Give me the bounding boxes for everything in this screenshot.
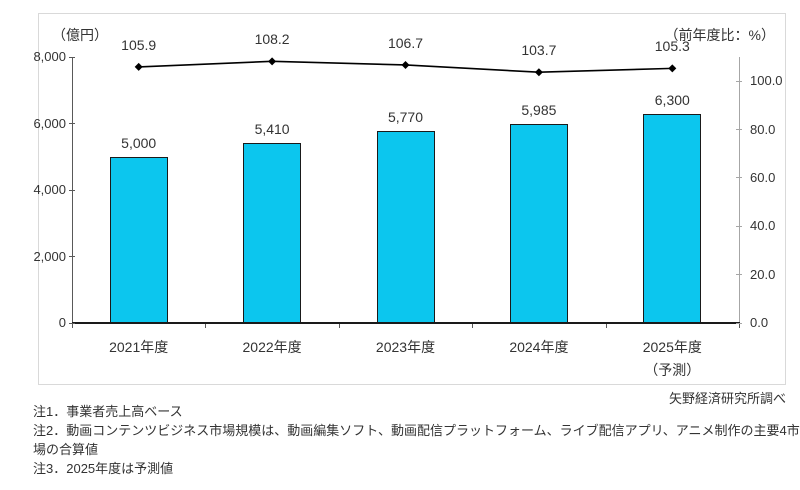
left-axis-tick: [69, 189, 75, 191]
source-credit: 矢野経済研究所調べ: [668, 391, 786, 406]
x-axis-category-label: 2022年度: [242, 339, 302, 355]
right-axis-tick: [736, 177, 742, 179]
bar: [509, 123, 568, 323]
bar: [376, 131, 435, 323]
footnotes: 注1．事業者売上高ベース注2．動画コンテンツビジネス市場規模は、動画編集ソフト、…: [33, 402, 800, 478]
bar-value-label: 5,770: [387, 109, 424, 126]
right-axis-tick: [736, 322, 742, 324]
right-axis-tick: [736, 80, 742, 82]
x-axis-tick: [739, 324, 740, 328]
right-axis-tick: [736, 129, 742, 131]
line-value-label: 103.7: [521, 42, 557, 59]
line-value-label: 108.2: [254, 31, 290, 48]
line-value-label: 105.9: [121, 36, 157, 53]
line-value-label: 105.3: [654, 38, 690, 55]
x-axis-category-label: 2023年度: [375, 339, 436, 355]
x-axis-category-sublabel: （予測）: [644, 362, 701, 378]
note-line: 注2．動画コンテンツビジネス市場規模は、動画編集ソフト、動画配信プラットフォーム…: [33, 423, 800, 457]
left-axis-tick: [69, 56, 75, 58]
left-axis-tick: [69, 322, 75, 324]
right-axis-tick-label: 0.0: [750, 315, 769, 330]
x-axis-tick: [205, 324, 207, 328]
left-axis-unit-label: （億円）: [52, 27, 108, 43]
x-axis-tick: [338, 324, 340, 328]
left-axis-tick-label: 8,000: [33, 49, 66, 64]
note-line: 注1．事業者売上高ベース: [33, 404, 183, 419]
x-axis-tick: [72, 324, 73, 328]
right-value-axis-line: [739, 57, 740, 323]
right-axis-unit-label: （前年度比：%）: [664, 27, 775, 43]
x-axis-tick: [472, 324, 474, 328]
right-axis-tick-label: 20.0: [750, 266, 776, 282]
bar-value-label: 5,410: [254, 121, 290, 138]
line-value-label: 106.7: [387, 34, 424, 51]
x-axis-category-label: 2025年度: [642, 339, 702, 355]
bar-value-label: 5,985: [521, 101, 557, 118]
left-axis-tick-label: 2,000: [33, 248, 66, 264]
right-axis-tick-label: 100.0: [750, 73, 783, 89]
right-axis-tick: [736, 225, 742, 227]
right-axis-tick-label: 80.0: [750, 121, 776, 137]
right-axis-tick: [736, 274, 742, 276]
x-axis-line: [72, 322, 740, 324]
right-axis-tick-label: 40.0: [750, 218, 776, 234]
bar-value-label: 6,300: [654, 91, 690, 108]
left-axis-tick-label: 4,000: [33, 182, 66, 197]
left-axis-tick-label: 6,000: [33, 115, 66, 131]
bar: [109, 156, 168, 323]
x-axis-category-label: 2024年度: [509, 339, 569, 355]
right-axis-tick-label: 60.0: [750, 169, 776, 185]
left-axis-tick: [69, 123, 75, 124]
left-axis-tick: [69, 256, 75, 257]
bar: [243, 143, 302, 323]
bar: [643, 113, 702, 323]
bar-value-label: 5,000: [121, 134, 157, 151]
left-axis-tick-label: 0: [58, 315, 66, 330]
note-line: 注3．2025年度は予測値: [33, 461, 174, 476]
x-axis-category-label: 2021年度: [109, 339, 169, 355]
x-axis-tick: [605, 324, 607, 328]
